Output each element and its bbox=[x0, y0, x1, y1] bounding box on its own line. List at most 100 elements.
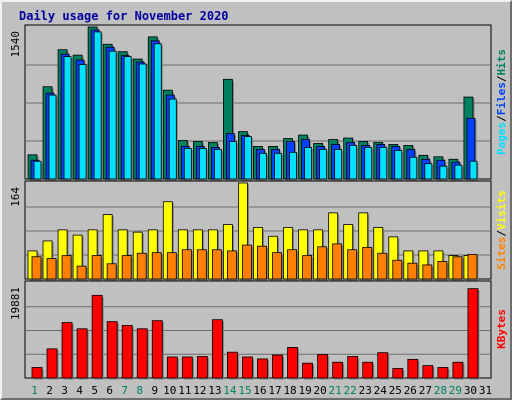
hits-bar-pages bbox=[349, 145, 358, 180]
x-tick-label: 25 bbox=[389, 384, 402, 397]
visits-bar-sites bbox=[46, 258, 57, 280]
visits-bar-sites bbox=[392, 259, 403, 280]
hits-bar-pages bbox=[319, 148, 328, 180]
visits-bar-sites bbox=[166, 252, 177, 280]
visits-bar-sites bbox=[362, 246, 373, 280]
kbytes-bar-kbytes bbox=[452, 361, 464, 379]
kbytes-bar-kbytes bbox=[136, 328, 148, 379]
visits-ymax-label: 164 bbox=[9, 187, 22, 207]
visits-bar-sites bbox=[302, 255, 312, 280]
visits-legend: Sites/Visits bbox=[495, 190, 508, 270]
kbytes-bar-kbytes bbox=[242, 356, 253, 379]
hits-bar-pages bbox=[33, 160, 42, 180]
kbytes-bar-kbytes bbox=[407, 358, 419, 379]
hits-bar-pages bbox=[123, 56, 132, 180]
visits-bar-sites bbox=[347, 249, 358, 280]
hits-bar-pages bbox=[183, 148, 192, 180]
x-tick-label: 28 bbox=[434, 384, 447, 397]
hits-bar-pages bbox=[108, 50, 117, 180]
hits-bar-pages bbox=[364, 147, 373, 180]
kbytes-bar-kbytes bbox=[61, 322, 73, 379]
hits-bar-pages bbox=[439, 165, 448, 180]
kbytes-legend: KBytes bbox=[495, 309, 508, 349]
hits-bar-pages bbox=[259, 152, 267, 180]
x-tick-label: 5 bbox=[91, 384, 98, 397]
hits-bar-pages bbox=[153, 43, 162, 180]
visits-bar-sites bbox=[242, 244, 252, 280]
x-tick-label: 10 bbox=[163, 384, 176, 397]
hits-bar-pages bbox=[469, 160, 478, 180]
hits-bar-pages bbox=[244, 136, 252, 180]
kbytes-bar-kbytes bbox=[422, 365, 434, 379]
visits-bar-sites bbox=[31, 256, 42, 280]
legend-entry-files: Files bbox=[495, 82, 508, 115]
x-tick-label: 17 bbox=[268, 384, 281, 397]
hits-ymax-label: 1540 bbox=[9, 31, 22, 58]
visits-bar-sites bbox=[407, 262, 418, 280]
x-tick-label: 7 bbox=[121, 384, 128, 397]
kbytes-bar-kbytes bbox=[76, 328, 88, 379]
legend-entry-pages: Pages bbox=[495, 122, 508, 155]
visits-bar-sites bbox=[467, 254, 478, 280]
x-tick-label: 29 bbox=[449, 384, 462, 397]
x-tick-label: 1 bbox=[31, 384, 38, 397]
hits-bar-pages bbox=[198, 148, 207, 180]
visits-bar-sites bbox=[106, 263, 117, 280]
hits-bar-pages bbox=[454, 164, 463, 180]
legend-entry-sites: Sites bbox=[495, 237, 508, 270]
x-tick-label: 24 bbox=[374, 384, 388, 397]
kbytes-bar-kbytes bbox=[317, 354, 329, 379]
hits-bar-pages bbox=[229, 141, 237, 180]
legend-entry-hits: Hits bbox=[495, 49, 508, 76]
hits-legend: Pages/Files/Hits bbox=[495, 49, 508, 155]
hits-bar-pages bbox=[63, 56, 72, 180]
visits-bar-sites bbox=[61, 255, 72, 280]
x-tick-label: 8 bbox=[136, 384, 143, 397]
visits-bar-sites bbox=[437, 261, 448, 280]
kbytes-bar-kbytes bbox=[437, 367, 449, 379]
visits-bar-sites bbox=[317, 246, 328, 280]
kbytes-bar-kbytes bbox=[91, 294, 103, 379]
x-tick-label: 30 bbox=[464, 384, 477, 397]
kbytes-ymax-label: 19881 bbox=[9, 287, 22, 320]
visits-bar-sites bbox=[377, 252, 388, 280]
hits-bar-pages bbox=[379, 147, 388, 180]
hits-bar-pages bbox=[213, 148, 222, 180]
kbytes-bar-kbytes bbox=[166, 356, 178, 379]
hits-bar-pages bbox=[93, 31, 102, 180]
x-tick-label: 13 bbox=[208, 384, 221, 397]
x-tick-label: 12 bbox=[193, 384, 206, 397]
x-tick-label: 4 bbox=[76, 384, 83, 397]
kbytes-bar-kbytes bbox=[302, 362, 313, 379]
hits-bar-pages bbox=[78, 64, 87, 180]
kbytes-bar-kbytes bbox=[257, 358, 268, 379]
chart-title: Daily usage for November 2020 bbox=[19, 9, 229, 23]
visits-bar-sites bbox=[151, 252, 162, 280]
hits-bar-pages bbox=[409, 156, 418, 180]
kbytes-bar-kbytes bbox=[46, 348, 58, 379]
visits-bar-sites bbox=[452, 256, 463, 280]
kbytes-bar-kbytes bbox=[181, 356, 193, 379]
kbytes-bar-kbytes bbox=[392, 368, 404, 379]
legend-entry-separator: / bbox=[495, 115, 508, 122]
x-tick-label: 6 bbox=[106, 384, 113, 397]
x-tick-label: 16 bbox=[253, 384, 266, 397]
hits-bar-pages bbox=[289, 151, 297, 180]
visits-bar-sites bbox=[181, 249, 192, 280]
x-tick-label: 2 bbox=[46, 384, 53, 397]
kbytes-bar-kbytes bbox=[121, 325, 133, 379]
legend-entry-separator: / bbox=[495, 75, 508, 82]
hits-bar-pages bbox=[304, 147, 312, 180]
kbytes-bar-kbytes bbox=[31, 367, 43, 379]
legend-entry-visits: Visits bbox=[495, 190, 508, 230]
legend-entry-kbytes: KBytes bbox=[495, 309, 508, 349]
x-tick-label: 18 bbox=[283, 384, 296, 397]
visits-bar-sites bbox=[287, 249, 297, 280]
visits-bar-sites bbox=[211, 249, 222, 280]
x-tick-label: 23 bbox=[359, 384, 372, 397]
kbytes-bar-kbytes bbox=[467, 288, 479, 379]
visits-bar-sites bbox=[196, 249, 207, 280]
x-tick-label: 21 bbox=[329, 384, 342, 397]
